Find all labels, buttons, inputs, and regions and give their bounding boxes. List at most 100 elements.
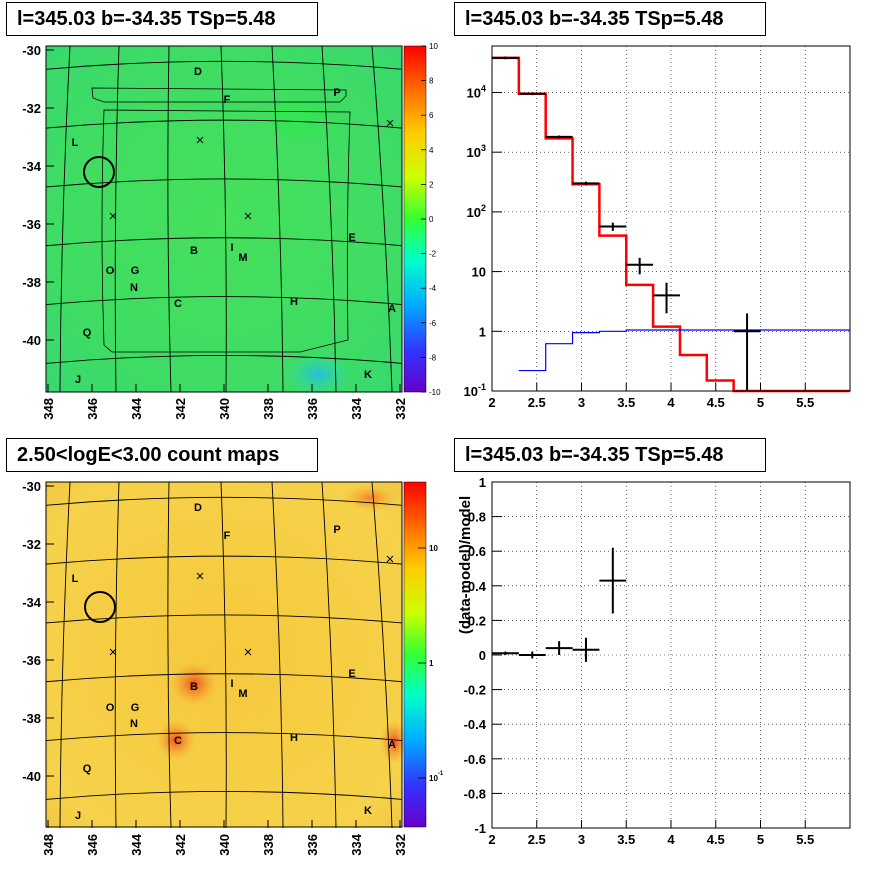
tl-roi-outline — [91, 87, 351, 353]
tl-source-marker — [196, 136, 204, 144]
bl-parallel — [45, 790, 403, 800]
bl-lat-label: -38 — [22, 711, 41, 726]
br-panel-title: l=345.03 b=-34.35 TSp=5.48 — [454, 438, 766, 472]
tl-colorbar-label: 8 — [429, 77, 434, 86]
spectrum-x-label: 2.5 — [528, 395, 546, 410]
residual-y-label: 0.4 — [468, 579, 487, 594]
bl-meridian — [321, 481, 337, 829]
tl-source-label-k: K — [364, 369, 372, 381]
bl-source-circle — [84, 591, 116, 623]
residual-y-label: 0.8 — [468, 510, 486, 525]
bl-meridian — [220, 481, 227, 829]
tl-lon-label: 332 — [393, 398, 408, 420]
residual-y-label: 0.6 — [468, 544, 486, 559]
residual-x-label: 5.5 — [796, 832, 814, 847]
tl-source-label-c: C — [174, 298, 182, 310]
tl-colorbar-label: 0 — [429, 215, 434, 224]
bl-lat-label: -30 — [22, 479, 41, 494]
residual-y-label: -0.4 — [464, 717, 487, 732]
tl-parallel — [45, 296, 403, 306]
bl-source-label-b: B — [190, 681, 198, 693]
bl-colorbar — [403, 481, 427, 828]
tl-source-markers — [109, 119, 394, 220]
tr-panel-title: l=345.03 b=-34.35 TSp=5.48 — [454, 2, 766, 36]
bl-source-marker — [386, 555, 394, 563]
tl-colorbar-label: 10 — [429, 42, 438, 51]
bl-panel-title: 2.50<logE<3.00 count maps — [6, 438, 318, 472]
bl-parallel — [45, 673, 403, 683]
tl-meridian — [220, 45, 227, 393]
tl-source-label-f: F — [224, 94, 231, 106]
spectrum-model-total — [492, 56, 850, 393]
residual-x-label: 2 — [488, 832, 495, 847]
bl-lat-label: -32 — [22, 537, 41, 552]
tl-parallel — [45, 119, 403, 129]
bl-lat-label: -36 — [22, 653, 41, 668]
residual-x-label: 4 — [667, 832, 675, 847]
spectrum-y-label: 104 — [467, 83, 486, 100]
tl-map-green-patch — [270, 98, 330, 138]
tl-colorbar-label: -8 — [429, 353, 437, 362]
spectrum-y-label: 10 — [472, 265, 486, 280]
bl-map-background — [46, 482, 402, 827]
bl-source-label-a: A — [388, 739, 396, 751]
tl-lon-label: 338 — [261, 398, 276, 420]
residual-y-label: -0.2 — [464, 683, 486, 698]
spectrum-x-label: 5.5 — [796, 395, 814, 410]
residual-y-label: -1 — [474, 821, 486, 836]
tl-source-label-n: N — [130, 282, 138, 294]
tl-source-label-j: J — [75, 374, 81, 386]
spectrum-x-label: 3 — [578, 395, 585, 410]
tl-lat-label: -36 — [22, 217, 41, 232]
bl-lon-label: 338 — [261, 834, 276, 856]
residual-panel: 2 2.5 3 3.5 4 4.5 5 5.5 -1 -0.8 -0.6 -0.4 -0.2 0 0.2 0.… — [457, 475, 851, 847]
spectrum-panel: 2 2.5 3 3.5 4 4.5 5 5.5 10-1 1 10 102 103 104 — [464, 45, 851, 410]
spectrum-axes: 2 2.5 3 3.5 4 4.5 5 5.5 10-1 1 10 102 103 104 — [464, 83, 815, 410]
residual-axes: 2 2.5 3 3.5 4 4.5 5 5.5 -1 -0.8 -0.6 -0.4 -0.2 0 0.2 0.… — [464, 475, 815, 847]
bl-lon-label: 332 — [393, 834, 408, 856]
residual-y-label: -0.8 — [464, 786, 486, 801]
bl-parallel — [45, 732, 403, 742]
bl-source-label-i: I — [230, 678, 233, 690]
tl-panel-title: l=345.03 b=-34.35 TSp=5.48 — [6, 2, 318, 36]
tl-source-label-a: A — [388, 303, 396, 315]
spectrum-y-label: 10-1 — [464, 382, 486, 399]
bl-source-marker — [196, 572, 204, 580]
tl-meridian — [59, 45, 71, 393]
tl-lat-label: -30 — [22, 43, 41, 58]
tl-colorbar-ticks: 10 8 6 4 2 0 -2 -4 -6 -8 -10 — [421, 42, 441, 397]
bl-source-markers — [109, 555, 394, 656]
residual-y-label: 0.2 — [468, 613, 486, 628]
bl-meridian — [271, 481, 284, 829]
tl-coordinate-grid — [45, 45, 403, 393]
tl-lon-label: 342 — [173, 398, 188, 420]
tl-parallel — [45, 237, 403, 247]
tl-source-label-l: L — [72, 137, 79, 149]
bl-colorbar-label: 10 — [429, 544, 438, 553]
bl-colorbar-label: 1 — [429, 659, 434, 668]
residual-ylabel: (data-model)/model — [457, 496, 474, 634]
bl-map-axes: 348 346 344 342 340 338 336 334 332 -30 -32 -34 -36 -… — [22, 479, 408, 856]
bl-lon-label: 344 — [129, 833, 144, 855]
bl-lon-label: 342 — [173, 834, 188, 856]
bl-source-label-f: F — [224, 530, 231, 542]
spectrum-series — [492, 56, 850, 393]
tl-map-axes: 348 346 344 342 340 338 336 334 332 -30 -32 -34 -36 -… — [22, 43, 408, 420]
tl-lon-label: 334 — [349, 397, 364, 419]
bl-source-marker — [109, 648, 117, 656]
tl-parallel — [45, 178, 403, 188]
bl-colorbar-ticks: 10 1 10-1 — [418, 544, 444, 783]
tl-lat-label: -32 — [22, 101, 41, 116]
spectrum-x-label: 4.5 — [707, 395, 725, 410]
bl-source-label-n: N — [130, 718, 138, 730]
tl-lon-label: 348 — [41, 398, 56, 420]
tl-parallel — [45, 354, 403, 364]
bl-meridian — [167, 481, 172, 829]
residual-x-label: 4.5 — [707, 832, 725, 847]
tl-lon-label: 346 — [85, 398, 100, 420]
tl-meridian — [167, 45, 172, 393]
bl-source-label-q: Q — [83, 763, 92, 775]
tl-lat-label: -40 — [22, 333, 41, 348]
bl-source-marker — [244, 648, 252, 656]
